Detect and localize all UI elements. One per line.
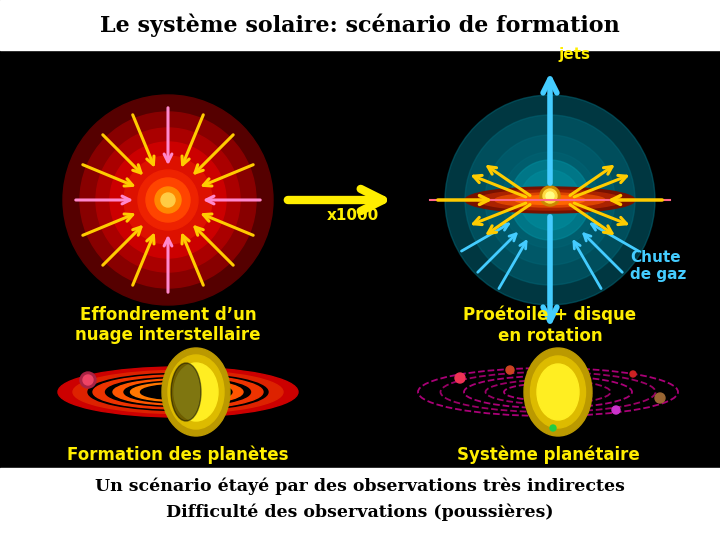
Circle shape: [110, 142, 226, 258]
Ellipse shape: [477, 190, 623, 210]
Text: x1000: x1000: [327, 208, 379, 223]
Ellipse shape: [537, 364, 579, 420]
Circle shape: [485, 135, 615, 265]
Ellipse shape: [113, 379, 243, 405]
Circle shape: [543, 189, 557, 203]
Circle shape: [540, 186, 560, 206]
Circle shape: [96, 128, 240, 272]
Circle shape: [455, 373, 465, 383]
Ellipse shape: [73, 370, 283, 414]
Text: Système planétaire: Système planétaire: [456, 446, 639, 464]
Text: Difficulté des observations (poussières): Difficulté des observations (poussières): [166, 503, 554, 521]
Ellipse shape: [531, 356, 585, 428]
Circle shape: [124, 156, 212, 244]
Circle shape: [520, 170, 580, 230]
Ellipse shape: [171, 363, 201, 421]
Circle shape: [83, 375, 93, 385]
Circle shape: [80, 372, 96, 388]
Circle shape: [506, 366, 514, 374]
Circle shape: [155, 187, 181, 213]
Text: Le système solaire: scénario de formation: Le système solaire: scénario de formatio…: [100, 14, 620, 37]
Circle shape: [612, 406, 620, 414]
Ellipse shape: [465, 187, 635, 213]
Ellipse shape: [168, 355, 224, 429]
Ellipse shape: [106, 377, 251, 407]
Ellipse shape: [93, 375, 263, 409]
Ellipse shape: [140, 384, 215, 400]
Text: Formation des planètes: Formation des planètes: [67, 446, 289, 464]
Ellipse shape: [515, 195, 585, 205]
Ellipse shape: [162, 348, 230, 436]
Circle shape: [146, 178, 190, 222]
Circle shape: [63, 95, 273, 305]
Ellipse shape: [88, 374, 268, 410]
Circle shape: [655, 393, 665, 403]
Text: jets: jets: [558, 47, 590, 62]
Circle shape: [445, 95, 655, 305]
Ellipse shape: [174, 363, 218, 421]
Bar: [0, 0, 720, 50]
Circle shape: [502, 152, 598, 248]
Text: Proétoile + disque
en rotation: Proétoile + disque en rotation: [464, 305, 636, 345]
Text: Chute
de gaz: Chute de gaz: [630, 250, 686, 282]
Circle shape: [80, 112, 256, 288]
Circle shape: [465, 115, 635, 285]
Circle shape: [546, 192, 554, 200]
Circle shape: [510, 160, 590, 240]
Ellipse shape: [58, 367, 298, 417]
Circle shape: [630, 371, 636, 377]
Ellipse shape: [130, 382, 225, 402]
Ellipse shape: [495, 193, 605, 207]
Text: Effondrement d’un
nuage interstellaire: Effondrement d’un nuage interstellaire: [76, 306, 261, 345]
Bar: [0, 468, 720, 540]
Ellipse shape: [124, 381, 232, 403]
Circle shape: [161, 193, 175, 207]
Circle shape: [550, 425, 556, 431]
Ellipse shape: [524, 348, 592, 436]
Circle shape: [138, 170, 198, 230]
Text: Un scénario étayé par des observations très indirectes: Un scénario étayé par des observations t…: [95, 477, 625, 495]
